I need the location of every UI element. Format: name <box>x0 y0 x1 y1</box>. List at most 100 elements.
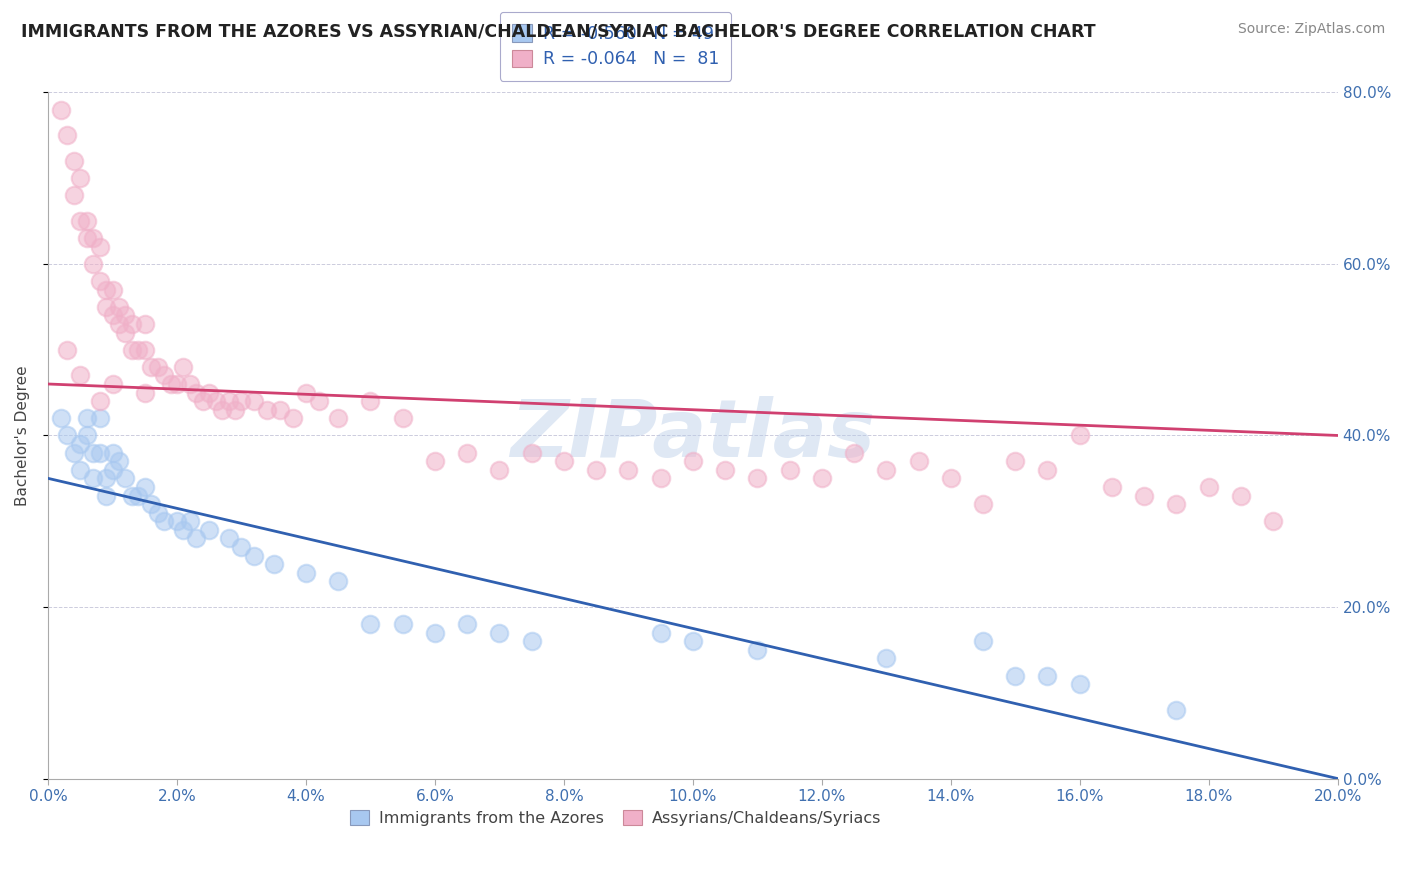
Point <box>423 454 446 468</box>
Point <box>263 557 285 571</box>
Point <box>94 300 117 314</box>
Point <box>76 428 98 442</box>
Point <box>146 506 169 520</box>
Point <box>747 471 769 485</box>
Point <box>423 625 446 640</box>
Point <box>939 471 962 485</box>
Point <box>204 394 226 409</box>
Point <box>134 317 156 331</box>
Point <box>101 376 124 391</box>
Point <box>972 634 994 648</box>
Point <box>211 402 233 417</box>
Point <box>49 411 72 425</box>
Point <box>231 540 253 554</box>
Point <box>186 385 208 400</box>
Point <box>172 359 194 374</box>
Point <box>281 411 304 425</box>
Point <box>89 240 111 254</box>
Point <box>94 489 117 503</box>
Point <box>63 445 86 459</box>
Point <box>714 463 737 477</box>
Point <box>56 128 79 143</box>
Point <box>101 283 124 297</box>
Point <box>308 394 330 409</box>
Point <box>191 394 214 409</box>
Point <box>69 437 91 451</box>
Text: ZIPatlas: ZIPatlas <box>510 396 876 475</box>
Point <box>89 394 111 409</box>
Point <box>56 428 79 442</box>
Point <box>114 471 136 485</box>
Point <box>1166 497 1188 511</box>
Point <box>179 514 201 528</box>
Point <box>256 402 278 417</box>
Point <box>907 454 929 468</box>
Point <box>82 471 104 485</box>
Point <box>972 497 994 511</box>
Point <box>89 445 111 459</box>
Point <box>1069 677 1091 691</box>
Point <box>89 411 111 425</box>
Point <box>127 343 149 357</box>
Point <box>391 411 413 425</box>
Point <box>141 359 163 374</box>
Point <box>134 343 156 357</box>
Point <box>488 625 510 640</box>
Text: Source: ZipAtlas.com: Source: ZipAtlas.com <box>1237 22 1385 37</box>
Point <box>159 376 181 391</box>
Point <box>810 471 832 485</box>
Point <box>328 574 350 589</box>
Point <box>1230 489 1253 503</box>
Point <box>520 634 543 648</box>
Point <box>1263 514 1285 528</box>
Point <box>82 257 104 271</box>
Point <box>101 445 124 459</box>
Point <box>153 514 176 528</box>
Point <box>231 394 253 409</box>
Point <box>391 617 413 632</box>
Point <box>1036 463 1059 477</box>
Point <box>488 463 510 477</box>
Point <box>1166 703 1188 717</box>
Point <box>166 376 188 391</box>
Point <box>114 309 136 323</box>
Point <box>650 471 672 485</box>
Point <box>585 463 607 477</box>
Point <box>1101 480 1123 494</box>
Point <box>1036 668 1059 682</box>
Point <box>82 445 104 459</box>
Point <box>146 359 169 374</box>
Point <box>121 317 143 331</box>
Point <box>56 343 79 357</box>
Point <box>108 317 131 331</box>
Point <box>617 463 640 477</box>
Point <box>842 445 865 459</box>
Point <box>172 523 194 537</box>
Point <box>456 617 478 632</box>
Point <box>520 445 543 459</box>
Point <box>101 309 124 323</box>
Legend: Immigrants from the Azores, Assyrians/Chaldeans/Syriacs: Immigrants from the Azores, Assyrians/Ch… <box>343 804 887 832</box>
Point <box>89 274 111 288</box>
Point <box>94 283 117 297</box>
Point <box>134 480 156 494</box>
Point <box>63 153 86 168</box>
Point <box>359 617 381 632</box>
Point <box>69 368 91 383</box>
Point <box>218 532 240 546</box>
Point <box>224 402 246 417</box>
Point <box>114 326 136 340</box>
Point <box>108 300 131 314</box>
Point <box>141 497 163 511</box>
Point <box>779 463 801 477</box>
Point <box>69 171 91 186</box>
Point <box>121 489 143 503</box>
Point <box>295 385 318 400</box>
Point <box>218 394 240 409</box>
Point <box>1198 480 1220 494</box>
Point <box>456 445 478 459</box>
Point <box>101 463 124 477</box>
Point <box>76 214 98 228</box>
Point <box>63 188 86 202</box>
Point <box>1004 668 1026 682</box>
